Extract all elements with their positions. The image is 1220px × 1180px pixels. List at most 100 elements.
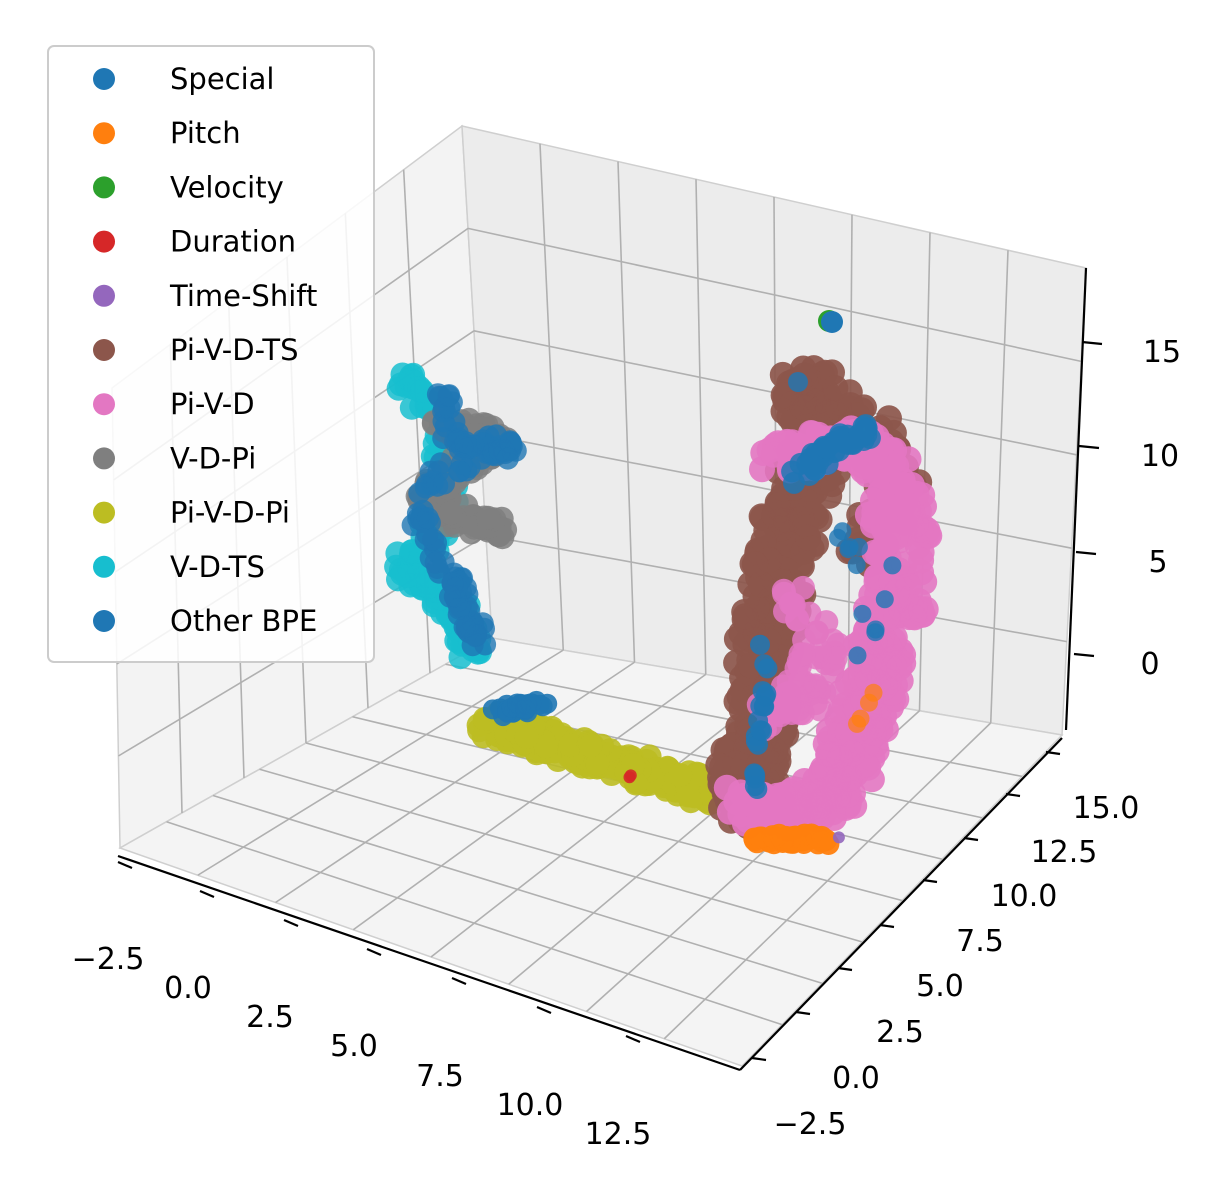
- z-tick-label: 0: [1140, 647, 1159, 682]
- y-tick-mark: [1045, 750, 1061, 756]
- y-tick-mark: [922, 878, 938, 884]
- x-tick-mark: [117, 860, 133, 870]
- scatter-point: [916, 522, 943, 549]
- scatter-point: [713, 774, 740, 801]
- y-tick-label: 7.5: [956, 924, 1004, 959]
- scatter-point: [861, 499, 888, 526]
- legend-label: Pitch: [170, 116, 241, 150]
- scatter-point: [433, 472, 455, 495]
- gridline-back-vertical: [617, 161, 636, 663]
- scatter-point: [833, 522, 852, 541]
- scatter-point: [853, 604, 872, 623]
- x-tick-mark: [199, 889, 215, 899]
- scatter-point: [875, 590, 894, 609]
- scatter-point: [800, 453, 823, 476]
- gridline-back-vertical: [989, 250, 1009, 723]
- z-tick-mark: [1081, 340, 1103, 346]
- x-tick-label: −2.5: [72, 942, 145, 977]
- scatter-point: [805, 620, 829, 645]
- scatter-point: [623, 771, 636, 784]
- scatter-point: [770, 382, 797, 409]
- scatter-point: [883, 453, 910, 480]
- y-tick-mark: [1005, 792, 1021, 798]
- x-tick-label: 5.0: [330, 1029, 378, 1064]
- scatter-point: [445, 576, 468, 599]
- scatter-point-special: [821, 311, 843, 333]
- scatter-point: [713, 756, 739, 783]
- scatter-point: [886, 654, 913, 681]
- x-tick-label: 7.5: [416, 1059, 464, 1094]
- scatter-point: [836, 765, 863, 792]
- legend-marker: [93, 393, 115, 416]
- legend-label: Pi-V-D: [170, 387, 255, 421]
- scatter-point: [847, 556, 866, 575]
- legend-label: Pi-V-D-TS: [170, 333, 299, 367]
- legend-marker: [93, 122, 115, 145]
- scatter-point: [533, 734, 558, 759]
- y-tick-label: 5.0: [916, 969, 964, 1004]
- legend-marker: [93, 68, 115, 90]
- gridline-back-vertical: [539, 143, 565, 651]
- z-axis-line: [1064, 267, 1088, 731]
- legend-marker: [93, 447, 115, 470]
- scatter-point: [860, 693, 878, 712]
- scatter-point: [852, 453, 879, 480]
- tick-marks: −2.5 0.0 2.5 5.0 7.5 10.0 12.5 −2.5 0.0 2.5 5.0 7.5…: [72, 335, 1182, 1152]
- scatter-point: [395, 564, 420, 589]
- gridline-floor-y: [166, 820, 783, 1026]
- gridline-back-vertical: [695, 179, 707, 675]
- scatter-point: [778, 591, 803, 616]
- scatter-point: [819, 741, 846, 768]
- scatter-point: [742, 551, 769, 578]
- scatter-point: [894, 495, 921, 522]
- scatter-point: [872, 532, 898, 559]
- scatter-point: [437, 384, 460, 407]
- y-tick-mark: [963, 836, 979, 842]
- scatter-point: [716, 798, 743, 825]
- scatter-point: [855, 418, 877, 441]
- scatter-point: [878, 679, 905, 706]
- y-tick-mark: [837, 966, 853, 972]
- legend-label: Special: [170, 62, 275, 96]
- scatter-point: [883, 556, 902, 575]
- legend-label: V-D-TS: [170, 550, 265, 584]
- z-tick-label: 5: [1148, 545, 1167, 580]
- x-tick-mark: [366, 947, 382, 957]
- scatter-point: [839, 740, 866, 767]
- legend: Special Pitch Velocity Duration Time-Shift Pi…: [47, 45, 375, 663]
- legend-marker: [93, 555, 115, 578]
- scatter-point: [434, 415, 457, 438]
- scatter-point: [832, 831, 845, 844]
- y-tick-label: 12.5: [1031, 835, 1098, 870]
- scatter-point: [514, 724, 539, 749]
- scatter-point: [476, 505, 501, 530]
- x-tick-mark: [451, 976, 467, 986]
- scatter-point: [414, 476, 437, 499]
- scatter-point: [782, 830, 805, 853]
- scatter-points: [384, 310, 943, 855]
- scatter-point: [792, 511, 819, 537]
- scatter-point: [754, 696, 775, 717]
- scatter-point: [805, 825, 828, 848]
- y-tick-label: −2.5: [774, 1107, 847, 1142]
- scatter-point: [815, 436, 838, 459]
- x-tick-mark: [625, 1034, 641, 1044]
- x-tick-label: 2.5: [246, 1000, 294, 1035]
- scatter-point: [385, 541, 410, 566]
- scatter-point: [585, 751, 610, 776]
- scatter-point: [438, 501, 463, 526]
- x-tick-mark: [536, 1005, 552, 1015]
- z-tick-mark: [1078, 444, 1100, 450]
- y-tick-mark: [751, 1056, 767, 1062]
- x-tick-label: 0.0: [164, 971, 212, 1006]
- scatter-point: [748, 571, 775, 598]
- scatter-point: [763, 827, 786, 849]
- scatter-point: [558, 733, 583, 758]
- scatter-point: [668, 763, 693, 787]
- scatter-point: [781, 460, 804, 483]
- legend-label: Pi-V-D-Pi: [170, 496, 290, 530]
- legend-marker: [93, 501, 115, 524]
- z-tick-mark: [1073, 652, 1095, 658]
- x-axis-line: [117, 854, 741, 1072]
- scatter-point: [453, 616, 476, 639]
